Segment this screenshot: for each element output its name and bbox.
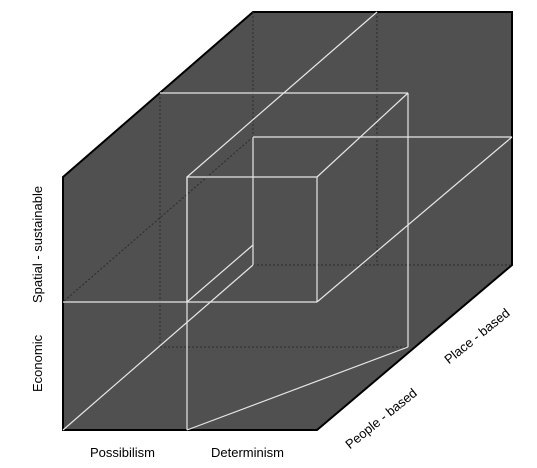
axis-label-determinism: Determinism <box>211 445 284 460</box>
inner-depth-mid <box>186 244 254 303</box>
right-depth-divider-a <box>316 136 513 303</box>
division-lines <box>62 11 513 431</box>
axis-label-possibilism: Possibilism <box>90 445 156 460</box>
inner-diagonal-back <box>186 346 409 431</box>
axis-label-spatial-sustainable: Spatial - sustainable <box>30 185 45 303</box>
cube-body <box>62 11 513 431</box>
hidden-line-inner-depth <box>62 136 254 303</box>
axis-label-economic: Economic <box>30 334 45 392</box>
top-depth-divider-a <box>186 11 378 178</box>
inner-diagonal-front <box>62 264 254 431</box>
inner-cell-outline <box>186 176 318 302</box>
inner-cell-depth-top <box>316 92 409 178</box>
